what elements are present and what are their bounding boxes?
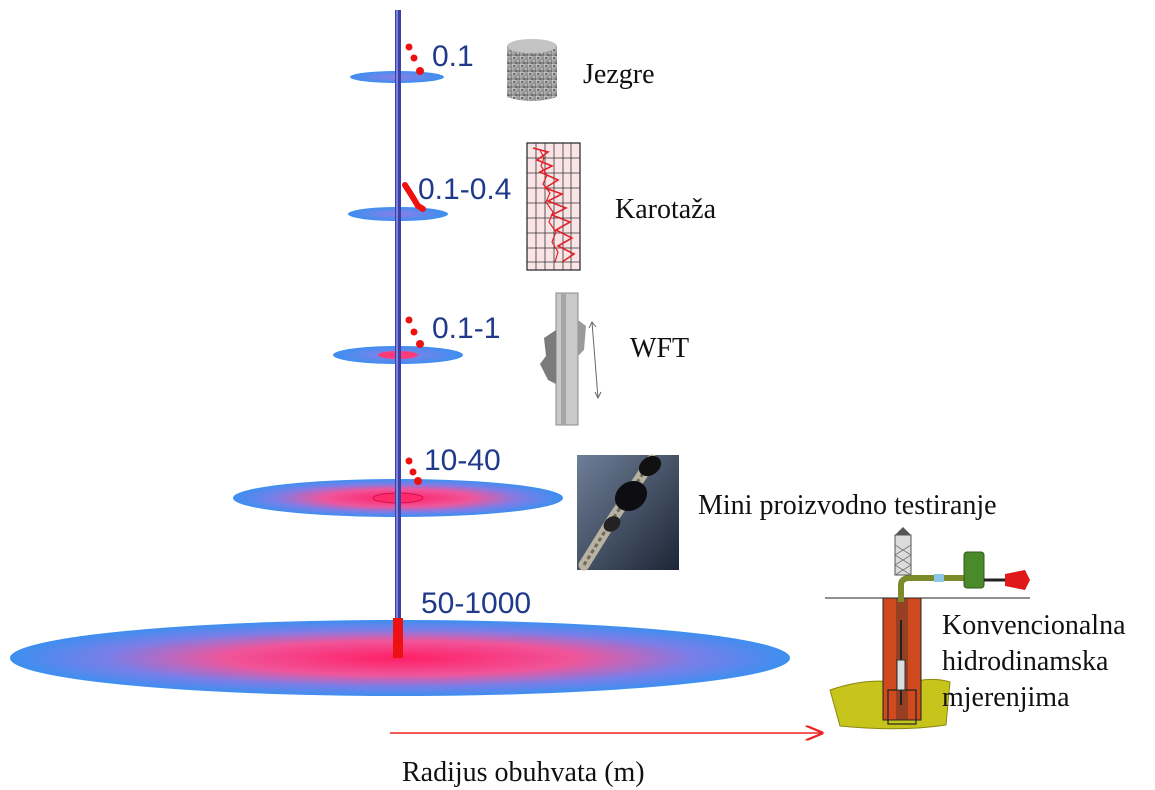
method-label-cores: Jezgre: [583, 59, 655, 90]
radius-label-logging: 0.1-0.4: [418, 173, 511, 206]
sample-dots: [405, 316, 424, 348]
method-label-conventional: Konvencionalna: [942, 610, 1126, 641]
perforation-zone: [393, 618, 403, 658]
sample-dots: [402, 182, 426, 212]
level-wft: 0.1-1 WFT: [333, 292, 689, 426]
downhole-packer-icon: [577, 454, 679, 571]
radius-label-cores: 0.1: [432, 40, 474, 73]
method-label-mini-test: Mini proizvodno testiranje: [698, 490, 997, 521]
method-label-conventional: mjerenjima: [942, 682, 1070, 713]
axis-label: Radijus obuhvata (m): [402, 757, 645, 788]
radius-label-wft: 0.1-1: [432, 312, 500, 345]
radius-label-conventional: 50-1000: [421, 587, 531, 620]
sample-dots: [405, 457, 422, 485]
method-label-wft: WFT: [630, 333, 689, 364]
core-sample-icon: [507, 39, 557, 101]
level-cores: 0.1 Jezgre: [350, 39, 655, 101]
level-mini-test: 10-40 Mini proizvodno testiranje: [233, 444, 997, 571]
radius-axis: Radijus obuhvata (m): [390, 733, 822, 788]
wellbore: [393, 10, 403, 658]
method-label-conventional: hidrodinamska: [942, 646, 1109, 677]
well-log-icon: [526, 142, 581, 271]
wireline-tool-icon: [540, 292, 602, 426]
method-label-logging: Karotaža: [615, 194, 717, 225]
level-conventional: 50-1000 Konvencionalna hidrodinamska mje…: [10, 527, 1126, 730]
radius-label-mini-test: 10-40: [424, 444, 501, 477]
sample-dots: [405, 43, 424, 75]
level-logging: 0.1-0.4 Karotaža: [348, 142, 717, 271]
wellhead-test-icon: [825, 527, 1030, 730]
